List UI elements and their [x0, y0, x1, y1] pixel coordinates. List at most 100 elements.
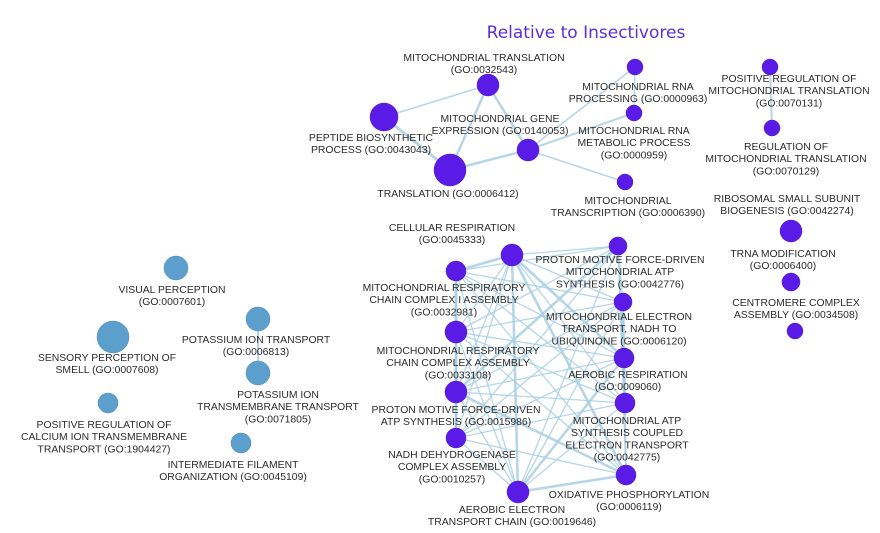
node-mito-resp-chain-assembly[interactable] [444, 320, 468, 344]
node-ribosomal-small-subunit[interactable] [779, 219, 803, 243]
node-aerobic-respiration[interactable] [613, 347, 635, 369]
node-pmf-atp-synthesis[interactable] [444, 380, 468, 404]
label-ribosomal-small-subunit: RIBOSOMAL SMALL SUBUNIT BIOGENESIS (GO:00… [714, 194, 861, 217]
edge-mito_resp_chain_i-aerobic_respiration [455, 270, 625, 359]
label-line: (GO:0006400) [750, 261, 816, 272]
label-mito-atp-coupled: MITOCHONDRIAL ATP SYNTHESIS COUPLED ELECTR… [565, 416, 689, 464]
node-mito-gene-expression[interactable] [516, 138, 540, 162]
label-line: CENTROMERE COMPLEX [732, 298, 860, 309]
label-sensory-smell: SENSORY PERCEPTION OF SMELL (GO:0007608) [38, 353, 176, 376]
edge-cellular_respiration-mito_electron_nadh [511, 254, 624, 303]
label-line: TRANSMEMBRANE TRANSPORT [197, 402, 359, 413]
label-line: MITOCHONDRIAL RESPIRATORY [363, 283, 526, 294]
label-mito-transcription: MITOCHONDRIAL TRANSCRIPTION (GO:0006390) [551, 196, 705, 219]
label-line: MITOCHONDRIAL RESPIRATORY [377, 346, 540, 357]
node-mito-electron-nadh[interactable] [613, 292, 633, 312]
chart-title: Relative to Insectivores [487, 23, 686, 43]
edge-pmf_atp_synthesis-aerobic_electron_transport [455, 391, 519, 493]
label-line: (GO:0045333) [419, 235, 485, 246]
label-line: ORGANIZATION (GO:0045109) [159, 472, 307, 483]
edge-mito_electron_nadh-mito_resp_chain_assembly [455, 301, 624, 333]
label-line: ATP SYNTHESIS (GO:0015986) [381, 417, 531, 428]
label-line: SMELL (GO:0007608) [56, 365, 159, 376]
label-potassium-ion-transport: POTASSIUM ION TRANSPORT (GO:0006813) [182, 335, 331, 358]
label-line: INTERMEDIATE FILAMENT [168, 460, 300, 471]
node-reg-mito-translation[interactable] [763, 119, 781, 137]
label-oxidative-phosphorylation: OXIDATIVE PHOSPHORYLATION (GO:0006119) [549, 490, 710, 513]
network-edges [257, 66, 773, 494]
label-line: PEPTIDE BIOSYNTHETIC [309, 133, 434, 144]
node-peptide-biosynthetic[interactable] [369, 102, 399, 132]
edge-oxidative_phosphorylation-aerobic_electron_transport [516, 473, 628, 494]
edge-mito_gene_expression-mito_transcription [527, 149, 626, 183]
edge-mito_resp_chain_i-oxidative_phosphorylation [455, 270, 627, 476]
label-line: MITOCHONDRIAL GENE [441, 114, 560, 125]
label-line: TRANSPORT (GO:1904427) [37, 444, 170, 455]
label-intermediate-filament: INTERMEDIATE FILAMENT ORGANIZATION (GO:00… [159, 460, 307, 483]
node-sensory-smell[interactable] [96, 320, 130, 354]
edge-mito_gene_expression-mito_rna_metabolic [527, 112, 635, 151]
edge-pmf_mito_atp-mito_resp_chain_assembly [455, 245, 619, 333]
node-translation[interactable] [433, 153, 467, 187]
label-line: (GO:0009060) [595, 382, 661, 393]
edge-aerobic_respiration-pmf_atp_synthesis [455, 357, 625, 393]
node-potassium-ion-transport[interactable] [245, 306, 271, 332]
node-visual-perception[interactable] [163, 255, 189, 281]
edge-mito_translation-mito_gene_expression [486, 83, 530, 152]
label-line: PROCESS (GO:0043043) [311, 145, 431, 156]
node-trna-modification[interactable] [781, 272, 801, 292]
label-line: SYNTHESIS (GO:0042776) [556, 279, 684, 290]
label-line: MITOCHONDRIAL TRANSLATION [708, 86, 869, 97]
label-line: (GO:0000959) [601, 150, 667, 161]
node-mito-transcription[interactable] [616, 173, 634, 191]
node-oxidative-phosphorylation[interactable] [615, 464, 637, 486]
label-translation: TRANSLATION (GO:0006412) [377, 189, 518, 200]
label-line: (GO:0071805) [245, 414, 311, 425]
label-pmf-atp-synthesis: PROTON MOTIVE FORCE-DRIVEN ATP SYNTHESIS … [372, 405, 541, 428]
label-line: AEROBIC ELECTRON [459, 505, 565, 516]
label-centromere-complex: CENTROMERE COMPLEX ASSEMBLY (GO:0034508) [732, 298, 860, 321]
label-reg-mito-translation: REGULATION OF MITOCHONDRIAL TRANSLATION (G… [705, 142, 866, 177]
label-line: (GO:0032543) [451, 65, 517, 76]
label-mito-resp-chain-i: MITOCHONDRIAL RESPIRATORY CHAIN COMPLEX I… [363, 283, 526, 318]
node-mito-rna-processing[interactable] [626, 58, 644, 76]
label-line: TRANSPORT CHAIN (GO:0019646) [428, 517, 596, 528]
label-visual-perception: VISUAL PERCEPTION (GO:0007601) [118, 285, 225, 308]
node-mito-rna-metabolic[interactable] [625, 104, 643, 122]
label-line: MITOCHONDRIAL TRANSLATION [403, 53, 564, 64]
label-line: RIBOSOMAL SMALL SUBUNIT [714, 194, 861, 205]
label-line: (GO:0010257) [419, 474, 485, 485]
label-line: NADH DEHYDROGENASE [388, 450, 516, 461]
node-potassium-transmembrane[interactable] [245, 360, 271, 386]
label-line: PROCESSING (GO:0000963) [569, 94, 708, 105]
label-line: MITOCHONDRIAL ATP [573, 416, 681, 427]
edge-mito_atp_coupled-aerobic_electron_transport [517, 402, 626, 493]
label-trna-modification: TRNA MODIFICATION (GO:0006400) [730, 249, 835, 272]
label-line: (GO:0006119) [596, 502, 662, 513]
edge-mito_electron_nadh-nadh_dehydrogenase [455, 301, 624, 439]
label-line: MITOCHONDRIAL ATP [566, 267, 674, 278]
node-mito-atp-coupled[interactable] [614, 392, 636, 414]
edge-cellular_respiration-aerobic_electron_transport [510, 253, 520, 494]
label-line: ELECTRON TRANSPORT [565, 440, 689, 451]
edge-nadh_dehydrogenase-aerobic_electron_transport [455, 437, 519, 493]
node-cellular-respiration[interactable] [500, 243, 524, 267]
node-mito-translation[interactable] [476, 73, 500, 97]
node-pos-reg-mito-translation[interactable] [761, 58, 779, 76]
node-pmf-mito-atp[interactable] [608, 236, 628, 256]
node-centromere-complex[interactable] [786, 322, 804, 340]
label-line: (GO:0070129) [753, 166, 819, 177]
node-mito-resp-chain-i[interactable] [445, 260, 467, 282]
node-pos-reg-calcium[interactable] [97, 392, 119, 414]
node-nadh-dehydrogenase[interactable] [445, 427, 467, 449]
label-peptide-biosynthetic: PEPTIDE BIOSYNTHETIC PROCESS (GO:0043043) [309, 133, 434, 156]
edge-mito_resp_chain_assembly-aerobic_electron_transport [455, 331, 519, 493]
label-nadh-dehydrogenase: NADH DEHYDROGENASE COMPLEX ASSEMBLY (GO:00… [388, 450, 516, 485]
node-aerobic-electron-transport[interactable] [506, 480, 530, 504]
label-line: TRNA MODIFICATION [730, 249, 835, 260]
label-line: POTASSIUM ION [237, 390, 319, 401]
label-line: CHAIN COMPLEX I ASSEMBLY [369, 295, 518, 306]
label-mito-resp-chain-assembly: MITOCHONDRIAL RESPIRATORY CHAIN COMPLEX A… [377, 346, 540, 381]
label-line: (GO:0032981) [411, 307, 477, 318]
node-intermediate-filament[interactable] [230, 432, 252, 454]
